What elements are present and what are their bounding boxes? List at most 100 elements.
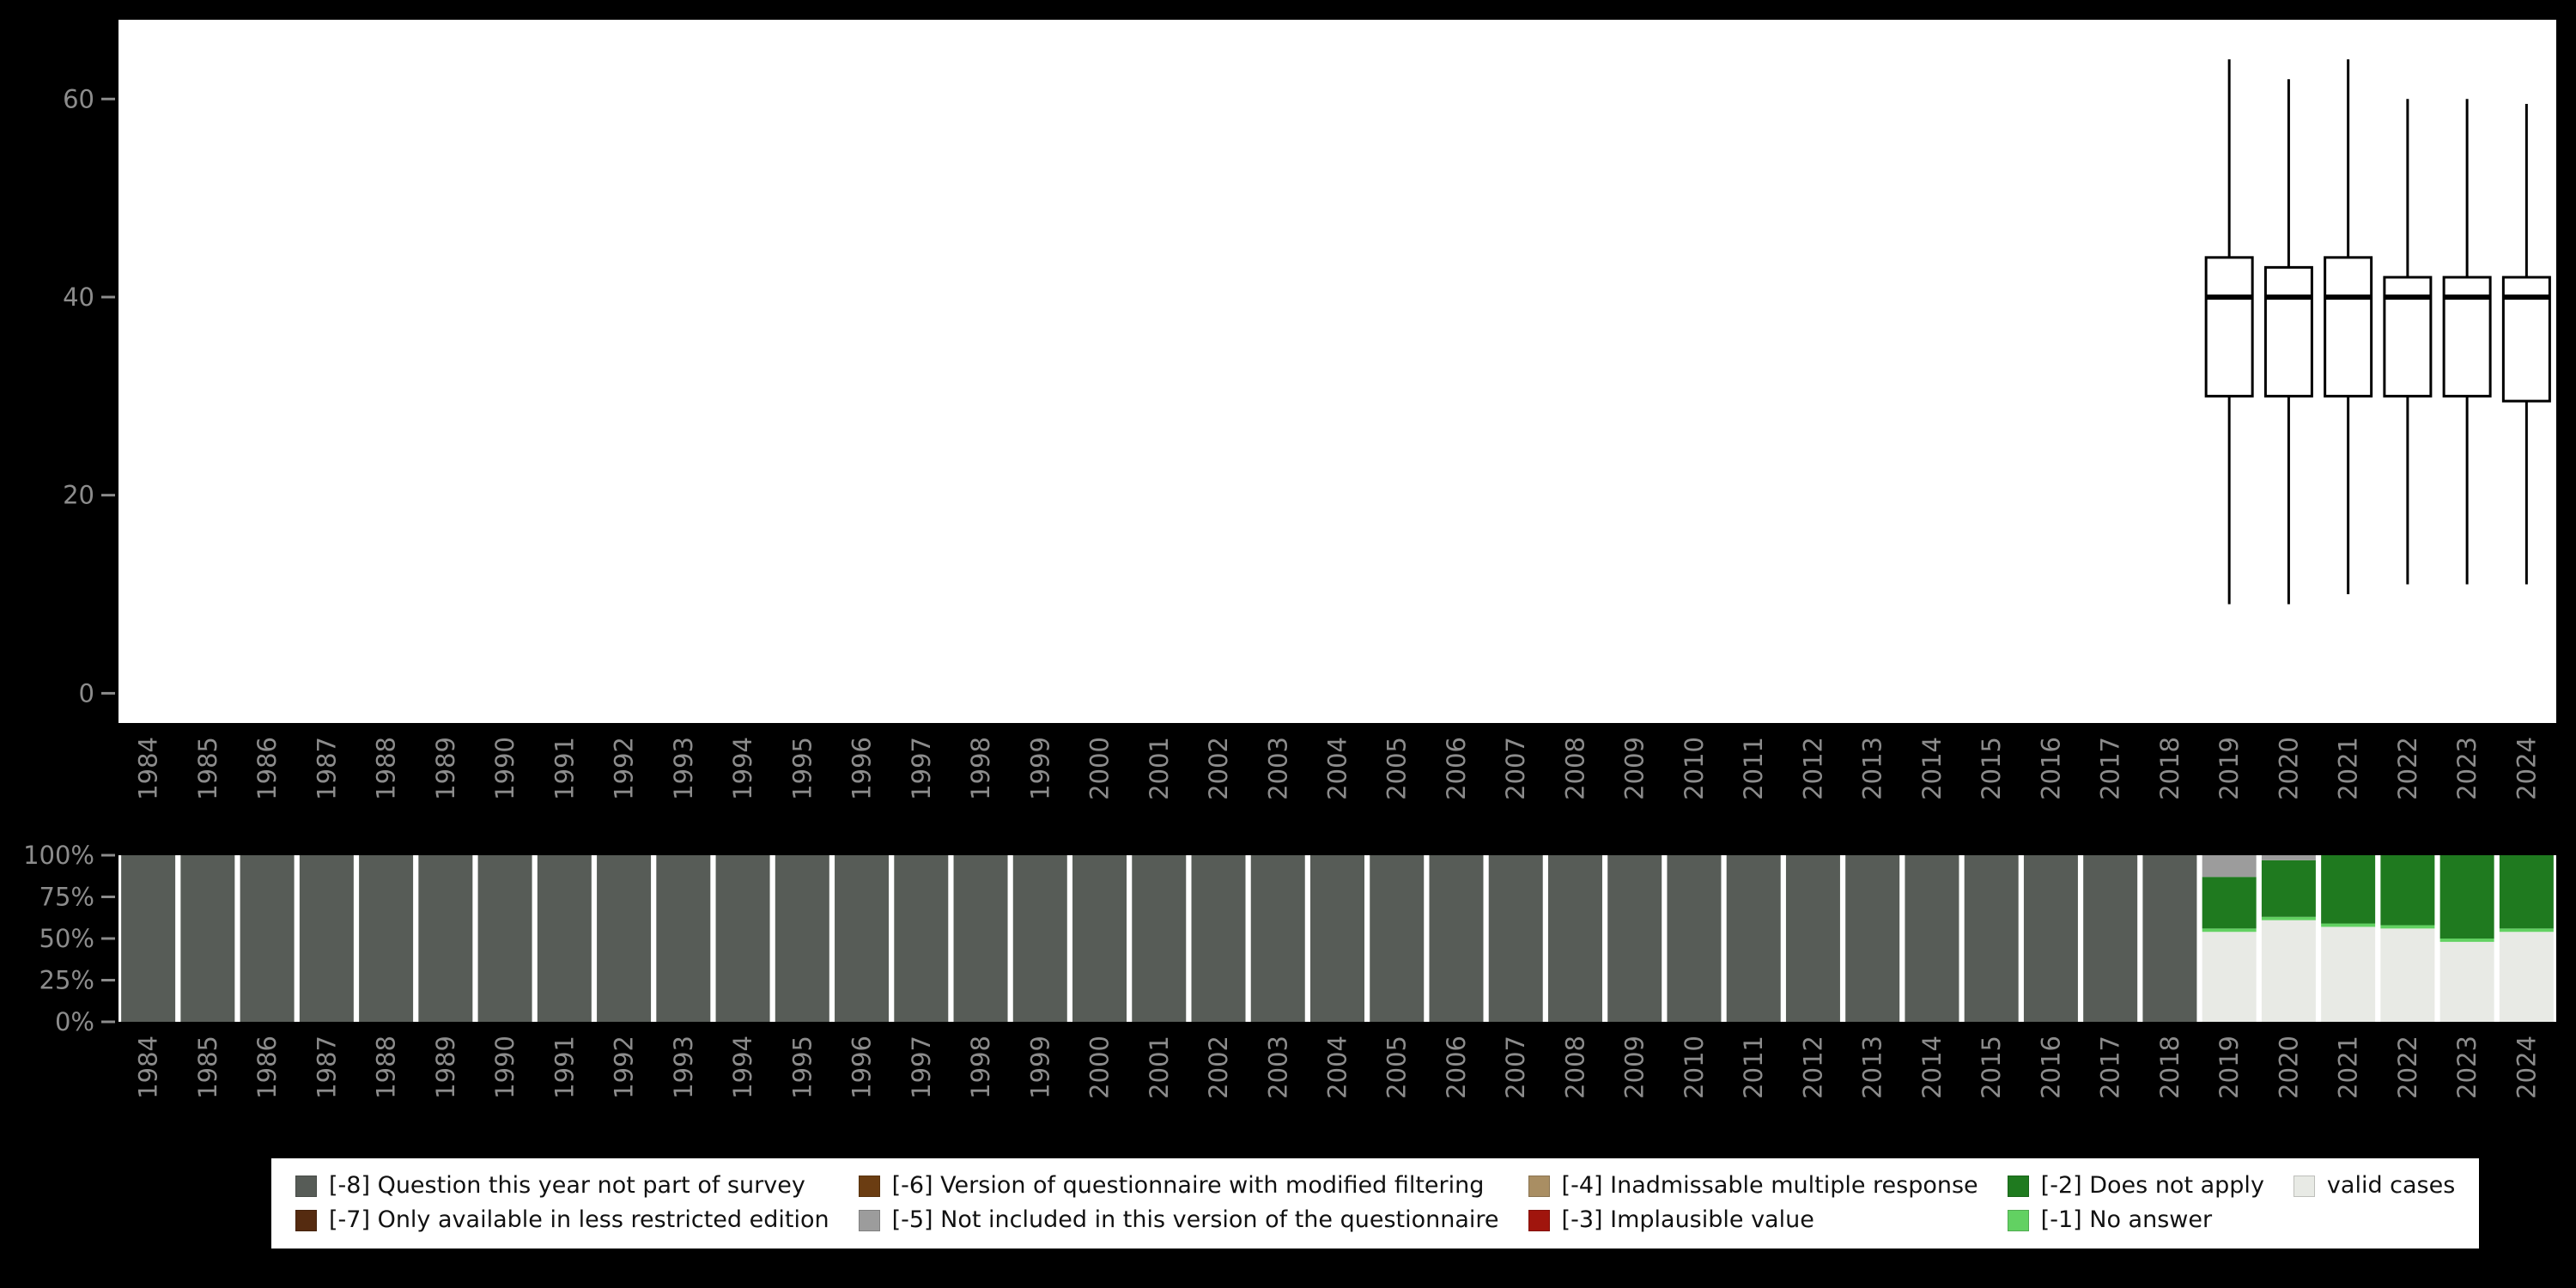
legend-label--8: [-8] Question this year not part of surv… xyxy=(329,1172,805,1199)
bar-segment--8 xyxy=(1370,855,1425,1022)
bar-segment--1 xyxy=(2380,925,2435,929)
legend-swatch--3 xyxy=(1528,1210,1550,1232)
x-tick-label: 2013 xyxy=(1858,737,1887,800)
bar-segment--8 xyxy=(1132,855,1187,1022)
bar-segment--8 xyxy=(894,855,949,1022)
x-tick-label: 2000 xyxy=(1085,1036,1115,1099)
stacked-bar-2020 xyxy=(2261,855,2316,1022)
x-tick-label: 2004 xyxy=(1323,1036,1352,1099)
x-tick-label: 2020 xyxy=(2274,1036,2303,1099)
x-tick-label: 1996 xyxy=(848,1036,877,1099)
x-tick-label: 1989 xyxy=(431,737,460,800)
boxplot-2023 xyxy=(2442,99,2492,585)
x-tick-label: 2010 xyxy=(1680,1036,1709,1099)
stacked-bar-2011 xyxy=(1726,855,1781,1022)
stacked-bar-1984 xyxy=(121,855,176,1022)
x-tick-label: 2009 xyxy=(1620,1036,1649,1099)
legend-swatch--7 xyxy=(295,1210,317,1232)
boxplot-2019 xyxy=(2204,59,2254,605)
x-tick-label: 1999 xyxy=(1025,737,1054,800)
legend-label--5: [-5] Not included in this version of the… xyxy=(891,1206,1499,1234)
y-tick-label: 100% xyxy=(23,841,94,870)
y-tick-label: 60 xyxy=(63,84,94,113)
bar-segment--8 xyxy=(1429,855,1484,1022)
bar-segment--8 xyxy=(418,855,473,1022)
x-tick-label: 2005 xyxy=(1382,737,1412,800)
bar-segment--8 xyxy=(775,855,829,1022)
stacked-bar-1986 xyxy=(240,855,295,1022)
x-tick-label: 1987 xyxy=(312,1036,341,1099)
legend-label--3: [-3] Implausible value xyxy=(1561,1206,1814,1234)
stacked-bar-2021 xyxy=(2321,855,2376,1022)
stacked-bar-1998 xyxy=(953,855,1008,1022)
legend-item--3: [-3] Implausible value xyxy=(1528,1206,1978,1234)
x-tick-label: 2021 xyxy=(2334,1036,2363,1099)
y-tick-label: 0 xyxy=(79,678,94,708)
x-tick-label: 2013 xyxy=(1858,1036,1887,1099)
x-tick-label: 2024 xyxy=(2512,737,2541,800)
legend-label--7: [-7] Only available in less restricted e… xyxy=(329,1206,829,1234)
boxplot-2022 xyxy=(2383,99,2433,585)
x-tick-label: 2015 xyxy=(1977,737,2006,800)
x-tick-label: 2019 xyxy=(2215,737,2244,800)
x-tick-label: 1985 xyxy=(193,1036,222,1099)
x-tick-label: 1987 xyxy=(312,737,341,800)
bar-segment--8 xyxy=(121,855,176,1022)
bar-segment-valid xyxy=(2202,932,2257,1022)
bar-segment--8 xyxy=(1012,855,1067,1022)
x-tick-label: 1992 xyxy=(610,737,639,800)
bar-segment--8 xyxy=(1250,855,1305,1022)
stacked-bar-1997 xyxy=(894,855,949,1022)
stacked-bar-2008 xyxy=(1547,855,1602,1022)
boxplot-panel xyxy=(118,20,2556,723)
x-tick-label: 2006 xyxy=(1442,737,1471,800)
bar-segment--8 xyxy=(299,855,354,1022)
x-tick-label: 2002 xyxy=(1204,737,1233,800)
x-tick-label: 2008 xyxy=(1560,737,1589,800)
x-tick-label: 1986 xyxy=(252,737,282,800)
legend-item--6: [-6] Version of questionnaire with modif… xyxy=(858,1172,1499,1200)
bar-segment--8 xyxy=(1785,855,1840,1022)
stacked-bar-2004 xyxy=(1310,855,1364,1022)
legend-item--8: [-8] Question this year not part of surv… xyxy=(295,1172,829,1200)
x-tick-label: 1996 xyxy=(848,737,877,800)
bar-segment--8 xyxy=(2023,855,2078,1022)
bar-segment--2 xyxy=(2321,855,2376,924)
x-tick-label: 2002 xyxy=(1204,1036,1233,1099)
bar-segment--2 xyxy=(2439,855,2494,939)
x-tick-label: 1991 xyxy=(550,1036,579,1099)
x-tick-label: 2009 xyxy=(1620,737,1649,800)
bar-segment--5 xyxy=(2202,855,2257,878)
x-tick-label: 2014 xyxy=(1917,1036,1947,1099)
legend-label--4: [-4] Inadmissable multiple response xyxy=(1561,1172,1978,1199)
x-tick-label: 2022 xyxy=(2393,737,2422,800)
x-tick-label: 2020 xyxy=(2274,737,2303,800)
x-tick-label: 2007 xyxy=(1501,737,1530,800)
stacked-bar-2022 xyxy=(2380,855,2435,1022)
stacked-bar-1989 xyxy=(418,855,473,1022)
bar-segment--8 xyxy=(597,855,652,1022)
bar-segment--1 xyxy=(2439,939,2494,942)
legend-item--5: [-5] Not included in this version of the… xyxy=(858,1206,1499,1234)
x-tick-label: 2018 xyxy=(2155,1036,2184,1099)
bar-segment-valid xyxy=(2321,927,2376,1022)
x-tick-label: 2023 xyxy=(2452,1036,2482,1099)
x-tick-label: 2001 xyxy=(1145,737,1174,800)
bar-segment--8 xyxy=(1667,855,1722,1022)
legend-swatch--5 xyxy=(858,1210,880,1232)
stacked-bar-2009 xyxy=(1607,855,1662,1022)
stacked-bar-2002 xyxy=(1191,855,1246,1022)
stacked-bar-1987 xyxy=(299,855,354,1022)
stacked-bar-2007 xyxy=(1488,855,1543,1022)
y-tick-label: 40 xyxy=(63,283,94,312)
bar-segment--2 xyxy=(2499,855,2554,929)
bar-segment--8 xyxy=(1964,855,2019,1022)
legend-label--2: [-2] Does not apply xyxy=(2040,1172,2264,1199)
x-tick-label: 2005 xyxy=(1382,1036,1412,1099)
x-tick-label: 1997 xyxy=(907,737,936,800)
x-tick-label: 2000 xyxy=(1085,737,1115,800)
legend-label--1: [-1] No answer xyxy=(2040,1206,2213,1234)
legend-swatch-valid xyxy=(2293,1175,2315,1197)
bar-segment--8 xyxy=(1072,855,1127,1022)
box-iqr xyxy=(2204,256,2254,398)
